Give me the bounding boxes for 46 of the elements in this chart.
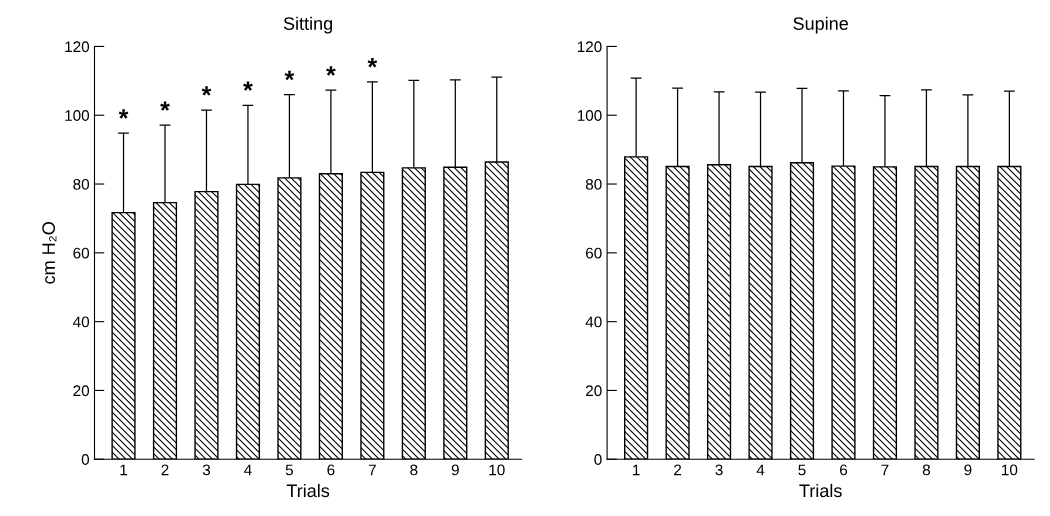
y-tick-label: 60 bbox=[586, 247, 602, 259]
y-tick-label: 0 bbox=[594, 454, 602, 465]
annotation: * bbox=[243, 81, 253, 91]
annotation: * bbox=[326, 66, 336, 76]
x-tick-label: 3 bbox=[202, 464, 211, 476]
y-tick-label: 120 bbox=[577, 41, 602, 53]
x-tick-label: 8 bbox=[410, 464, 418, 476]
x-tick-label: 3 bbox=[715, 464, 723, 476]
x-tick-label: 8 bbox=[922, 464, 931, 476]
y-tick-label: 60 bbox=[73, 247, 90, 259]
annotation: * bbox=[118, 109, 129, 119]
x-tick-label: 5 bbox=[285, 464, 294, 476]
x-tick-label: 7 bbox=[881, 464, 889, 476]
x-tick-label: 10 bbox=[1002, 464, 1018, 476]
annotation: * bbox=[284, 70, 295, 81]
x-tick-label: 7 bbox=[368, 464, 376, 476]
x-tick-label: 4 bbox=[244, 464, 252, 476]
y-tick-label: 100 bbox=[65, 110, 90, 121]
x-tick-label: 2 bbox=[674, 464, 682, 476]
x-tick-label: 10 bbox=[489, 464, 505, 476]
chart-title: Supine bbox=[793, 16, 848, 34]
y-tick-label: 20 bbox=[73, 385, 90, 397]
x-tick-label: 5 bbox=[798, 464, 806, 476]
x-tick-label: 6 bbox=[327, 464, 335, 476]
x-tick-label: 6 bbox=[840, 464, 848, 476]
x-tick-label: 4 bbox=[756, 464, 765, 476]
y-tick-label: 120 bbox=[65, 41, 90, 53]
chart-title: Sitting bbox=[283, 16, 333, 34]
y-tick-label: 40 bbox=[585, 316, 602, 328]
y-tick-label: 80 bbox=[73, 178, 90, 190]
y-tick-label: 80 bbox=[585, 178, 602, 190]
x-tick-label: 1 bbox=[633, 464, 640, 476]
y-tick-label: 0 bbox=[81, 454, 90, 465]
x-axis-title: Trials bbox=[799, 483, 842, 498]
annotation: * bbox=[201, 86, 212, 96]
annotation: * bbox=[367, 58, 378, 68]
y-tick-label: 40 bbox=[73, 316, 90, 328]
y-tick-label: 20 bbox=[586, 385, 602, 397]
y-tick-label: 100 bbox=[577, 110, 602, 121]
x-tick-label: 2 bbox=[161, 464, 169, 476]
x-tick-label: 9 bbox=[964, 464, 972, 476]
x-axis-title: Trials bbox=[286, 483, 330, 498]
x-tick-label: 1 bbox=[120, 464, 128, 476]
annotation: * bbox=[160, 101, 170, 111]
y-axis-title: cm H₂O bbox=[42, 222, 57, 284]
x-tick-label: 9 bbox=[451, 464, 459, 476]
